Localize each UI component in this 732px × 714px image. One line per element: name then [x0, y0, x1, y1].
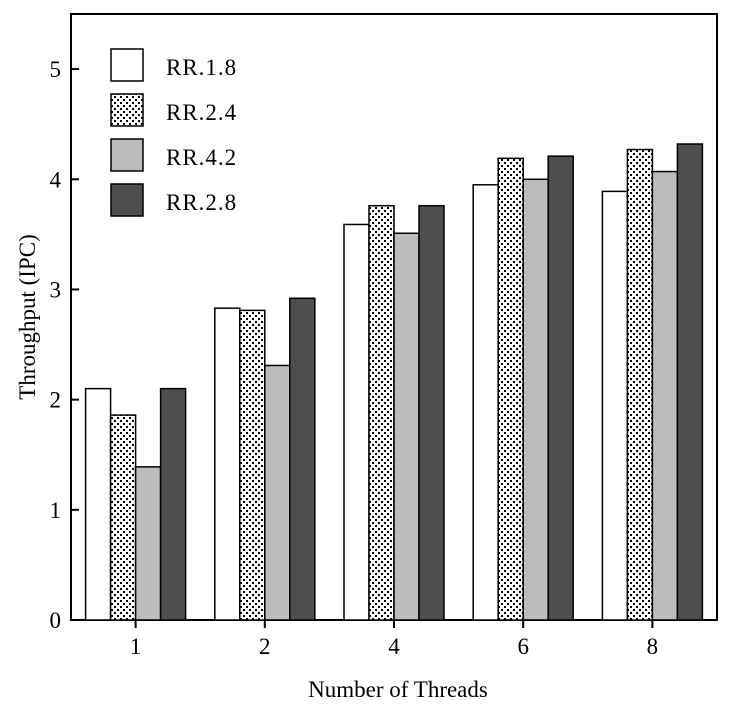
legend-label: RR.1.8: [166, 55, 237, 80]
bar-rr-2-8-threads-1: [159, 387, 187, 621]
legend-label: RR.4.2: [166, 145, 237, 170]
x-tick-label: 8: [647, 634, 659, 659]
bar-rr-2-4-threads-8: [626, 148, 654, 621]
y-tick-label: 4: [50, 167, 62, 192]
bar-rr-2-4-threads-1: [109, 414, 137, 621]
legend-label: RR.2.8: [166, 190, 237, 215]
legend-swatch: [110, 183, 144, 217]
y-tick-label: 3: [50, 277, 62, 302]
bar-rr-4-2-threads-4: [393, 232, 420, 621]
legend: RR.1.8 RR.2.4 RR.4.2 RR.2.8: [110, 48, 237, 217]
bar-rr-1-8-threads-6: [472, 184, 499, 621]
bars: [84, 143, 704, 621]
y-tick-label: 5: [50, 57, 62, 82]
bar-rr-1-8-threads-1: [84, 387, 112, 621]
bar-rr-1-8-threads-4: [343, 223, 370, 621]
x-tick-label: 1: [130, 634, 142, 659]
bar-rr-2-8-threads-2: [289, 297, 316, 621]
legend-label: RR.2.4: [166, 100, 237, 125]
x-tick-label: 4: [388, 634, 400, 659]
bar-rr-4-2-threads-8: [651, 170, 679, 621]
y-tick-label: 1: [50, 498, 62, 523]
bar-rr-2-4-threads-4: [368, 204, 395, 621]
y-tick-label: 0: [50, 608, 62, 633]
x-tick-label: 2: [259, 634, 271, 659]
x-axis: 1 2 4 6 8: [130, 620, 658, 659]
bar-rr-4-2-threads-1: [134, 466, 162, 621]
bar-rr-2-8-threads-6: [547, 155, 574, 621]
bar-rr-2-8-threads-4: [418, 204, 445, 621]
bar-rr-4-2-threads-2: [264, 364, 291, 621]
y-tick-label: 2: [50, 388, 62, 413]
bar-rr-1-8-threads-8: [601, 190, 629, 621]
legend-swatch: [110, 138, 144, 172]
legend-swatch: [110, 48, 144, 82]
x-tick-label: 6: [517, 634, 529, 659]
bar-rr-2-8-threads-8: [676, 143, 704, 621]
x-axis-title: Number of Threads: [308, 677, 488, 702]
legend-swatch: [110, 93, 144, 127]
bar-rr-2-4-threads-6: [497, 157, 524, 621]
bar-rr-4-2-threads-6: [522, 178, 549, 621]
y-axis-title: Throughput (IPC): [15, 234, 40, 399]
bar-rr-2-4-threads-2: [239, 309, 266, 621]
y-axis: 0 1 2 3 4 5: [50, 57, 79, 633]
bar-rr-1-8-threads-2: [214, 307, 241, 621]
